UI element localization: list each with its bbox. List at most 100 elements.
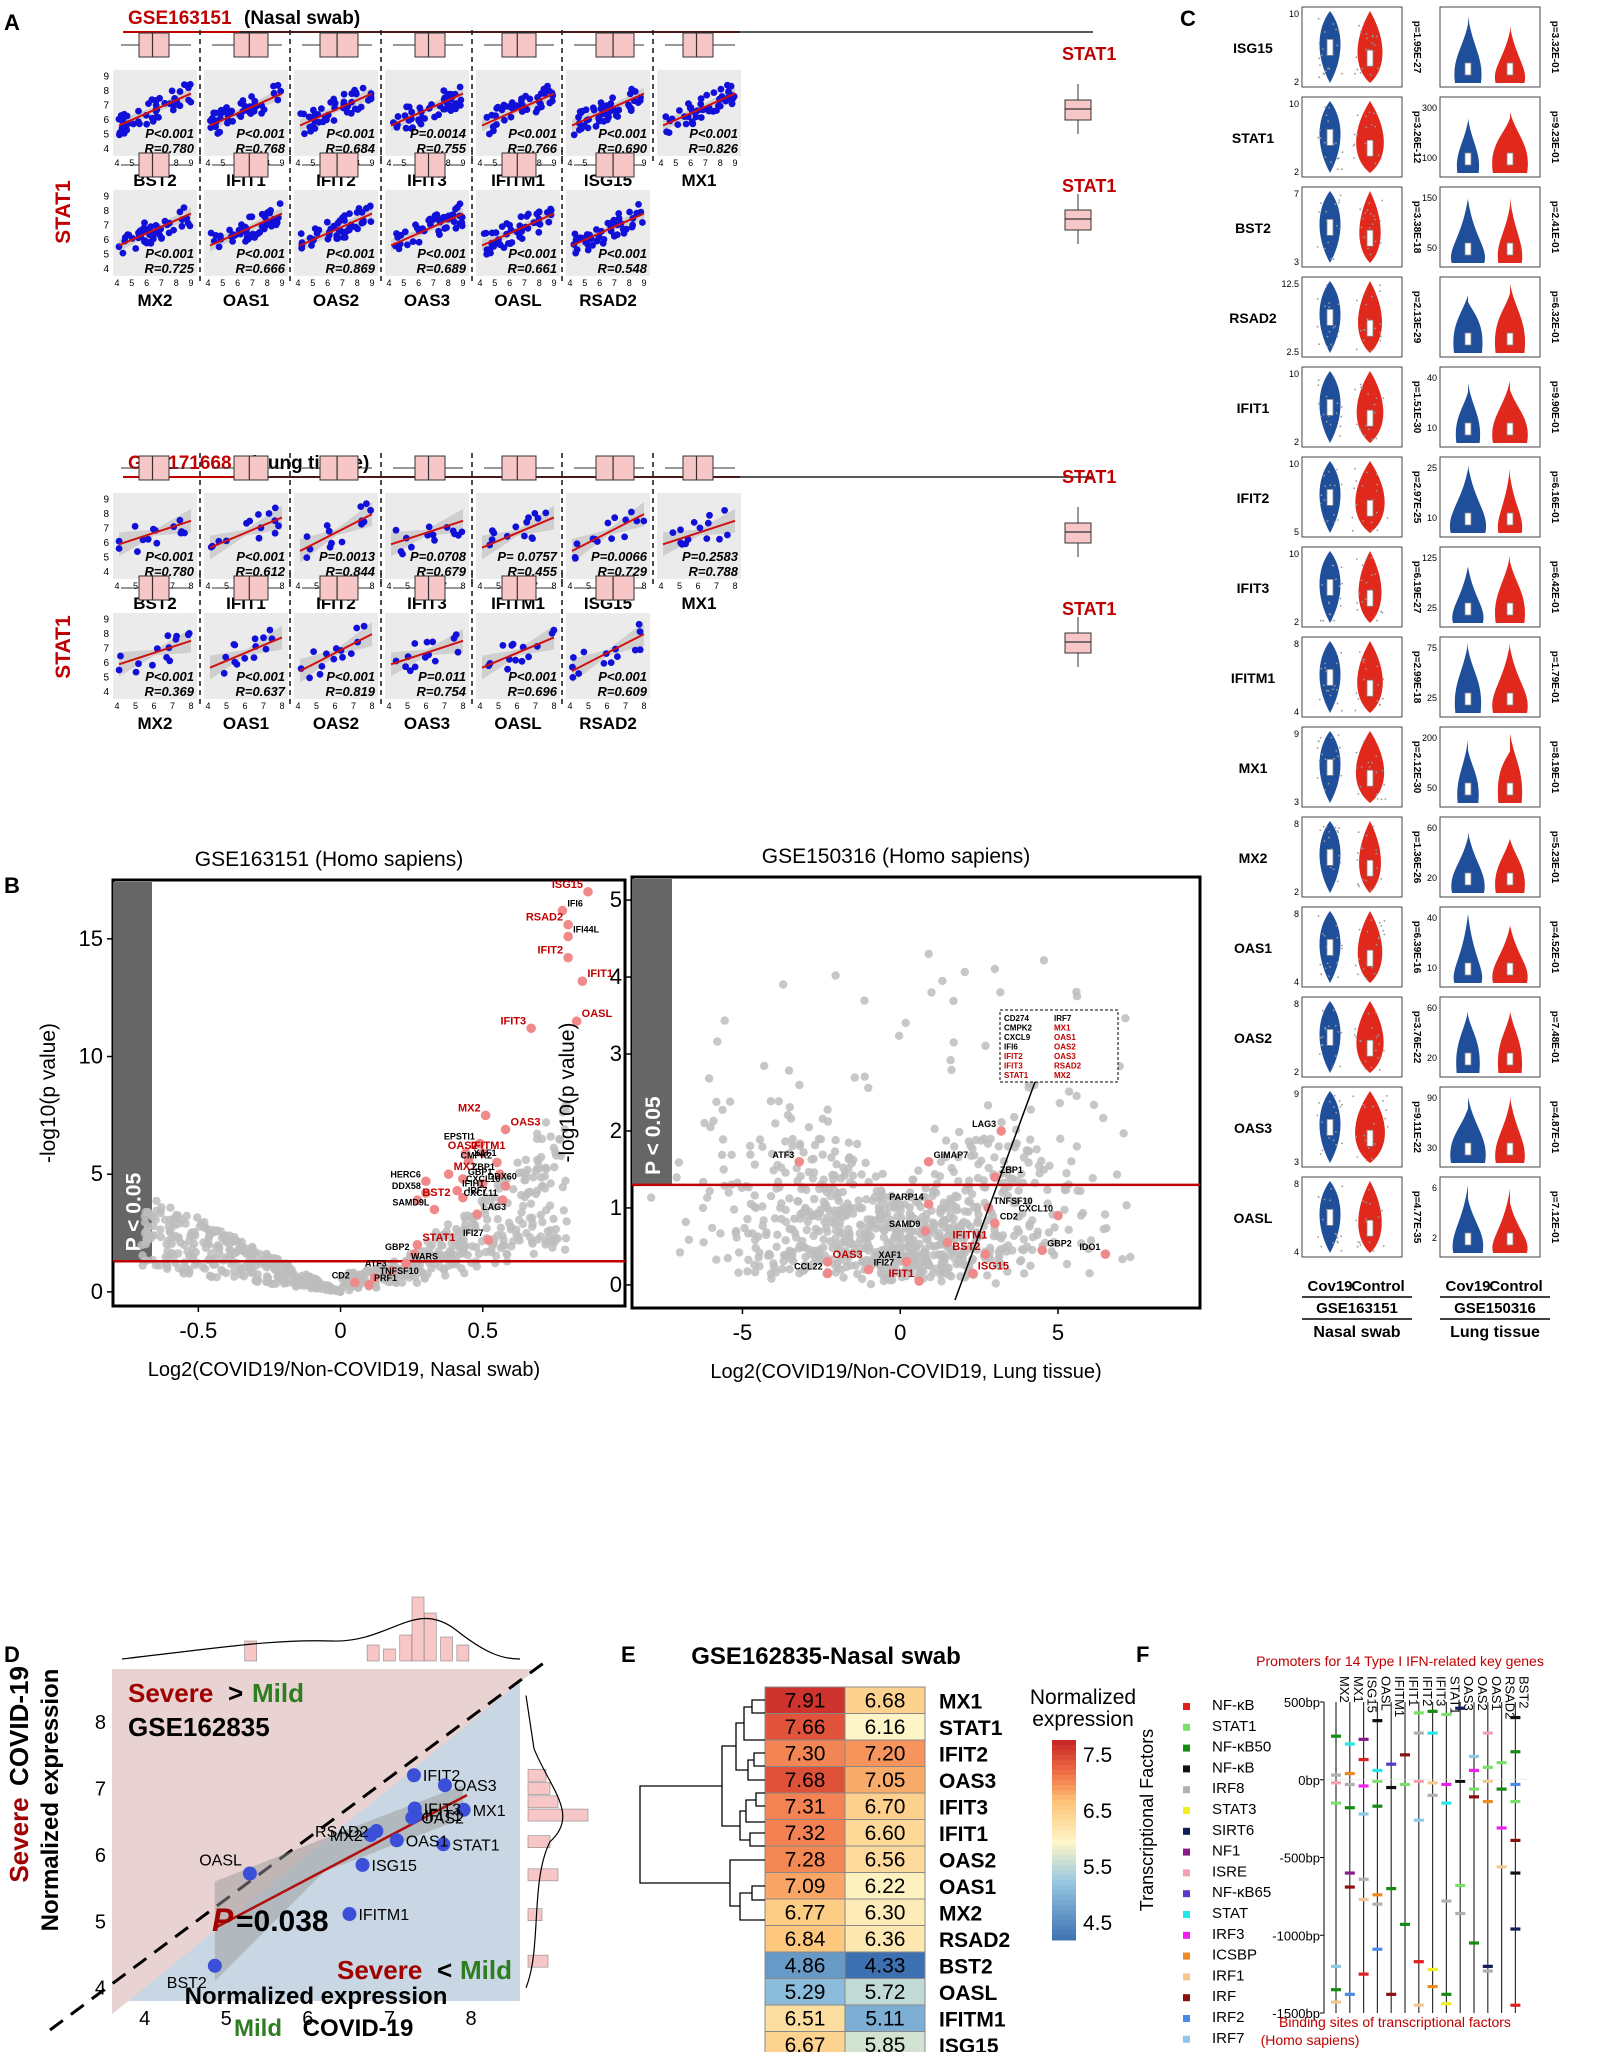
violin-ytick: 2 bbox=[1294, 167, 1299, 177]
violin-jitter bbox=[1335, 1055, 1337, 1057]
violin-ytick: 9 bbox=[1294, 729, 1299, 739]
volcano-point bbox=[1017, 1245, 1027, 1254]
binding-site-mark bbox=[1331, 2000, 1341, 2004]
volcano-point bbox=[712, 1255, 721, 1264]
box-gene-label: STAT1 bbox=[1004, 1071, 1029, 1080]
data-point bbox=[635, 201, 642, 208]
marginal-box bbox=[414, 32, 446, 58]
violin-jitter bbox=[1328, 302, 1331, 305]
data-point bbox=[241, 102, 249, 110]
x-tick: 5 bbox=[310, 278, 315, 288]
volcano-point bbox=[845, 1231, 854, 1241]
x-tick: 5 bbox=[133, 701, 138, 711]
violin-ytick: 50 bbox=[1427, 783, 1437, 793]
x-tick: 6 bbox=[688, 158, 693, 168]
violin-ytick: 7 bbox=[1294, 189, 1299, 199]
volcano-point bbox=[174, 1233, 183, 1242]
data-point bbox=[677, 526, 684, 534]
violin-gene-label: RSAD2 bbox=[1229, 310, 1277, 326]
data-point bbox=[331, 99, 339, 107]
bp-tick-label: -500bp bbox=[1280, 1851, 1320, 1866]
data-point bbox=[300, 110, 308, 118]
volcano-point bbox=[447, 1232, 456, 1242]
violin-jitter bbox=[1373, 112, 1375, 114]
volcano-point bbox=[750, 1160, 760, 1169]
legend-tick: 4.5 bbox=[1083, 1912, 1112, 1935]
x-tick: 7 bbox=[431, 278, 436, 288]
violin-jitter bbox=[1377, 684, 1379, 686]
violin-jitter bbox=[1337, 157, 1340, 160]
binding-site-mark bbox=[1331, 1988, 1341, 1992]
p-lung: p=5.23E-01 bbox=[1549, 831, 1560, 884]
data-point bbox=[170, 102, 178, 110]
violin-jitter bbox=[1317, 1196, 1320, 1198]
highlight-point bbox=[968, 1268, 978, 1279]
violin-jitter bbox=[1376, 511, 1378, 514]
x-tick: 4 bbox=[386, 158, 391, 168]
violin-jitter bbox=[1381, 611, 1384, 614]
data-point bbox=[703, 535, 711, 542]
x-tick: 4 bbox=[205, 278, 210, 288]
y-axis-stat1-label: STAT1 bbox=[52, 615, 75, 679]
violin-jitter bbox=[1337, 303, 1340, 306]
gene-annotation: CXCL10 bbox=[466, 1174, 501, 1184]
volcano-point bbox=[284, 1263, 293, 1272]
volcano-point bbox=[498, 1231, 507, 1240]
volcano-point bbox=[419, 1247, 428, 1256]
r-value-text: R=0.819 bbox=[325, 684, 375, 699]
violin-ytick: 4 bbox=[1294, 1247, 1299, 1257]
r-value-text: R=0.684 bbox=[325, 141, 375, 156]
violin-jitter bbox=[1369, 889, 1372, 892]
violin-box bbox=[1464, 602, 1472, 616]
gene-point-label: OAS2 bbox=[421, 1811, 464, 1828]
legend-swatch bbox=[1052, 1935, 1076, 1941]
violin-jitter bbox=[1379, 323, 1381, 325]
gene-annotation: ISG15 bbox=[978, 1260, 1009, 1272]
violin-jitter bbox=[1340, 415, 1343, 418]
y-tick: 6 bbox=[103, 658, 109, 669]
violin-ytick: 8 bbox=[1294, 639, 1299, 649]
gene-annotation: LAG3 bbox=[482, 1202, 506, 1212]
violin-jitter bbox=[1336, 1233, 1338, 1236]
x-tick: 5 bbox=[582, 158, 587, 168]
violin-jitter bbox=[1332, 1065, 1334, 1068]
data-point bbox=[499, 642, 507, 649]
volcano-point bbox=[762, 1230, 771, 1240]
violin-jitter bbox=[1371, 223, 1374, 226]
violin-box bbox=[1464, 512, 1472, 526]
volcano-point bbox=[795, 1080, 804, 1090]
p-value-text: P<0.001 bbox=[145, 549, 194, 564]
data-point bbox=[231, 641, 239, 649]
violin-jitter bbox=[1335, 662, 1338, 665]
volcano-point bbox=[929, 1268, 938, 1277]
volcano-point bbox=[810, 1140, 820, 1150]
volcano-point bbox=[474, 1249, 484, 1259]
volcano-point bbox=[974, 1160, 983, 1169]
volcano-point bbox=[217, 1265, 226, 1275]
violin-jitter bbox=[1320, 973, 1323, 976]
heatmap-row-label: STAT1 bbox=[939, 1717, 1003, 1740]
data-point bbox=[669, 529, 677, 536]
data-point bbox=[724, 531, 731, 539]
data-point bbox=[704, 519, 712, 527]
violin-jitter bbox=[1365, 1218, 1367, 1220]
highlight-point bbox=[386, 1265, 397, 1276]
violin-frame-nasal bbox=[1301, 96, 1403, 178]
gene-annotation: MX2 bbox=[458, 1102, 481, 1114]
binding-site-mark bbox=[1358, 1737, 1369, 1741]
p-lung: p=2.41E-01 bbox=[1549, 201, 1560, 254]
gene-point-label: OAS3 bbox=[454, 1778, 497, 1795]
gene-annotation: SAMD9 bbox=[889, 1219, 921, 1229]
volcano-point bbox=[803, 1217, 812, 1227]
highlight-point bbox=[557, 905, 568, 916]
binding-site-mark bbox=[1441, 1801, 1452, 1805]
violin-jitter bbox=[1377, 937, 1380, 940]
violin-jitter bbox=[1338, 199, 1341, 202]
violin-jitter bbox=[1375, 943, 1378, 946]
volcano-point bbox=[798, 1236, 807, 1246]
volcano-point bbox=[856, 1220, 865, 1229]
x-tick: 8 bbox=[641, 701, 646, 711]
violin-jitter bbox=[1332, 1139, 1335, 1142]
x-tick: 5 bbox=[492, 278, 497, 288]
x-tick: 4 bbox=[477, 701, 482, 711]
